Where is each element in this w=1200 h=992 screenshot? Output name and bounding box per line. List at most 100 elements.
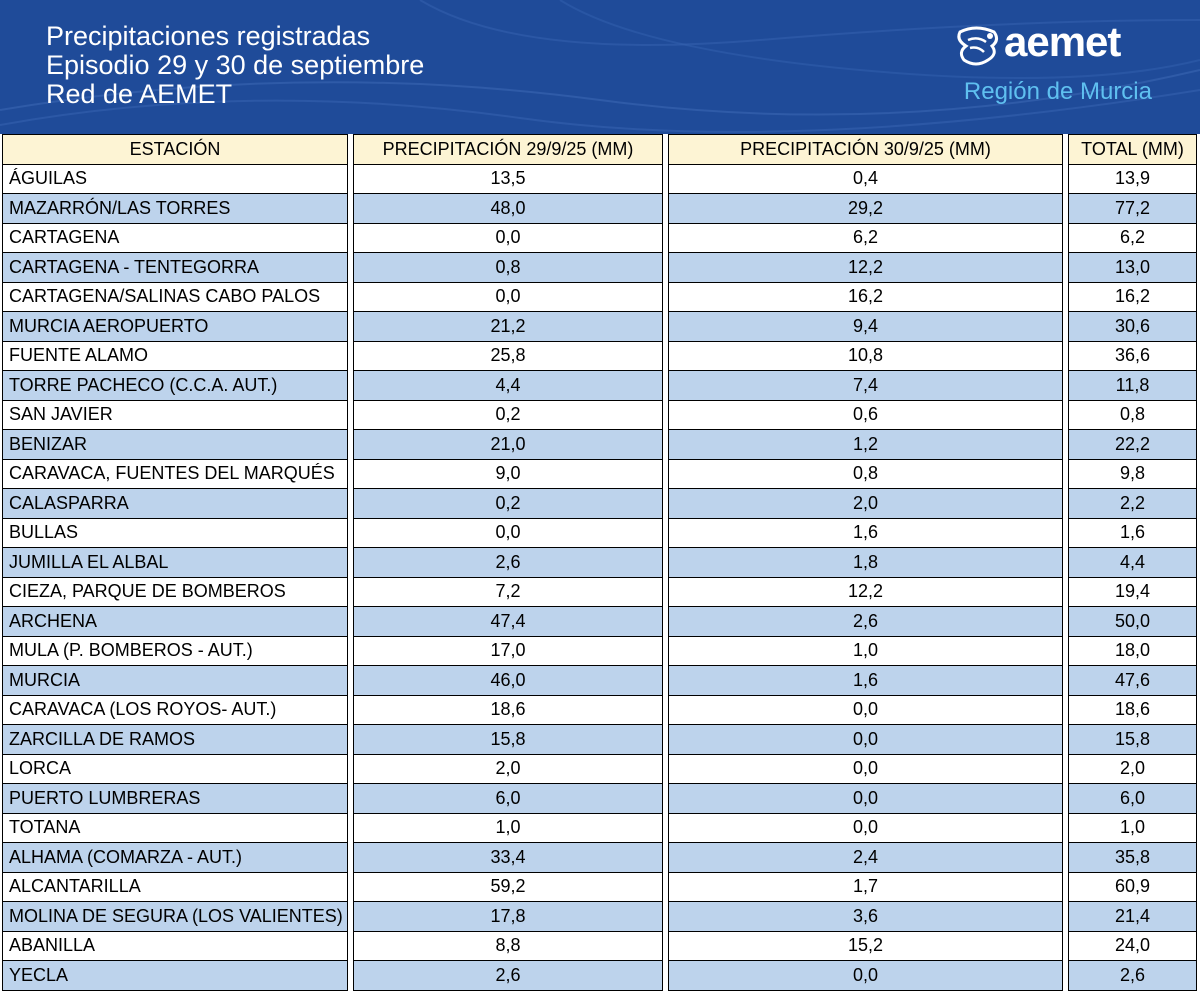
station-cell: MOLINA DE SEGURA (LOS VALIENTES)	[2, 901, 348, 932]
table-row: ARCHENA 47,4 2,6 50,0	[2, 606, 1197, 637]
precip-29-cell: 33,4	[353, 842, 663, 873]
table-row: MAZARRÓN/LAS TORRES 48,0 29,2 77,2	[2, 193, 1197, 224]
precip-30-cell: 7,4	[668, 370, 1063, 401]
precip-29-cell: 0,0	[353, 281, 663, 312]
station-cell: JUMILLA EL ALBAL	[2, 547, 348, 578]
header-banner: Precipitaciones registradas Episodio 29 …	[0, 0, 1200, 134]
column-header-precip-29: PRECIPITACIÓN 29/9/25 (MM)	[353, 134, 663, 165]
precip-29-cell: 25,8	[353, 340, 663, 371]
table-row: ALCANTARILLA 59,2 1,7 60,9	[2, 871, 1197, 902]
station-cell: SAN JAVIER	[2, 399, 348, 430]
station-cell: MURCIA	[2, 665, 348, 696]
column-header-station: ESTACIÓN	[2, 134, 348, 165]
total-cell: 6,2	[1068, 222, 1197, 253]
precip-29-cell: 8,8	[353, 930, 663, 961]
total-cell: 30,6	[1068, 311, 1197, 342]
precip-29-cell: 21,2	[353, 311, 663, 342]
precip-29-cell: 17,0	[353, 635, 663, 666]
precip-30-cell: 0,0	[668, 724, 1063, 755]
precip-29-cell: 0,2	[353, 488, 663, 519]
total-cell: 11,8	[1068, 370, 1197, 401]
precip-30-cell: 10,8	[668, 340, 1063, 371]
station-cell: MURCIA AEROPUERTO	[2, 311, 348, 342]
total-cell: 15,8	[1068, 724, 1197, 755]
total-cell: 1,6	[1068, 517, 1197, 548]
station-cell: MULA (P. BOMBEROS - AUT.)	[2, 635, 348, 666]
aemet-logo-text: aemet	[1004, 18, 1121, 65]
precip-30-cell: 12,2	[668, 576, 1063, 607]
column-header-precip-30: PRECIPITACIÓN 30/9/25 (MM)	[668, 134, 1063, 165]
station-cell: MAZARRÓN/LAS TORRES	[2, 193, 348, 224]
table-row: PUERTO LUMBRERAS 6,0 0,0 6,0	[2, 783, 1197, 814]
table-row: CARAVACA, FUENTES DEL MARQUÉS 9,0 0,8 9,8	[2, 458, 1197, 489]
precip-29-cell: 9,0	[353, 458, 663, 489]
precip-29-cell: 1,0	[353, 812, 663, 843]
total-cell: 6,0	[1068, 783, 1197, 814]
table-row: SAN JAVIER 0,2 0,6 0,8	[2, 399, 1197, 430]
table-row: FUENTE ALAMO 25,8 10,8 36,6	[2, 340, 1197, 371]
total-cell: 16,2	[1068, 281, 1197, 312]
decorative-waves	[0, 0, 1200, 133]
precip-29-cell: 6,0	[353, 783, 663, 814]
total-cell: 50,0	[1068, 606, 1197, 637]
total-cell: 19,4	[1068, 576, 1197, 607]
precip-29-cell: 59,2	[353, 871, 663, 902]
precip-30-cell: 0,8	[668, 458, 1063, 489]
precip-30-cell: 9,4	[668, 311, 1063, 342]
table-row: ÁGUILAS 13,5 0,4 13,9	[2, 163, 1197, 194]
total-cell: 0,8	[1068, 399, 1197, 430]
column-header-total: TOTAL (MM)	[1068, 134, 1197, 165]
total-cell: 21,4	[1068, 901, 1197, 932]
region-label: Región de Murcia	[963, 78, 1152, 105]
title-block: Precipitaciones registradas Episodio 29 …	[46, 22, 424, 109]
precip-29-cell: 4,4	[353, 370, 663, 401]
precip-29-cell: 17,8	[353, 901, 663, 932]
station-cell: ALHAMA (COMARZA - AUT.)	[2, 842, 348, 873]
precip-29-cell: 47,4	[353, 606, 663, 637]
precip-29-cell: 15,8	[353, 724, 663, 755]
station-cell: FUENTE ALAMO	[2, 340, 348, 371]
precip-30-cell: 0,6	[668, 399, 1063, 430]
total-cell: 2,6	[1068, 960, 1197, 991]
title-line-2: Episodio 29 y 30 de septiembre	[46, 50, 425, 80]
precip-30-cell: 0,0	[668, 753, 1063, 784]
station-cell: BULLAS	[2, 517, 348, 548]
table-header-row: ESTACIÓN PRECIPITACIÓN 29/9/25 (MM) PREC…	[2, 134, 1197, 165]
total-cell: 35,8	[1068, 842, 1197, 873]
precip-30-cell: 1,8	[668, 547, 1063, 578]
precip-30-cell: 0,0	[668, 694, 1063, 725]
precip-30-cell: 0,0	[668, 960, 1063, 991]
station-cell: CALASPARRA	[2, 488, 348, 519]
station-cell: CIEZA, PARQUE DE BOMBEROS	[2, 576, 348, 607]
total-cell: 2,2	[1068, 488, 1197, 519]
precipitation-table: ESTACIÓN PRECIPITACIÓN 29/9/25 (MM) PREC…	[2, 134, 1197, 991]
table-row: ABANILLA 8,8 15,2 24,0	[2, 930, 1197, 961]
precip-29-cell: 2,0	[353, 753, 663, 784]
table-row: ALHAMA (COMARZA - AUT.) 33,4 2,4 35,8	[2, 842, 1197, 873]
precip-30-cell: 2,6	[668, 606, 1063, 637]
table-row: TORRE PACHECO (C.C.A. AUT.) 4,4 7,4 11,8	[2, 370, 1197, 401]
total-cell: 13,0	[1068, 252, 1197, 283]
precip-29-cell: 2,6	[353, 547, 663, 578]
total-cell: 18,0	[1068, 635, 1197, 666]
total-cell: 36,6	[1068, 340, 1197, 371]
aemet-logo-icon	[957, 26, 999, 66]
station-cell: CARTAGENA	[2, 222, 348, 253]
table-row: CARAVACA (LOS ROYOS- AUT.) 18,6 0,0 18,6	[2, 694, 1197, 725]
table-row: MULA (P. BOMBEROS - AUT.) 17,0 1,0 18,0	[2, 635, 1197, 666]
precip-30-cell: 6,2	[668, 222, 1063, 253]
total-cell: 22,2	[1068, 429, 1197, 460]
station-cell: PUERTO LUMBRERAS	[2, 783, 348, 814]
title-line-3: Red de AEMET	[46, 79, 233, 109]
total-cell: 77,2	[1068, 193, 1197, 224]
table-row: ZARCILLA DE RAMOS 15,8 0,0 15,8	[2, 724, 1197, 755]
table-row: CIEZA, PARQUE DE BOMBEROS 7,2 12,2 19,4	[2, 576, 1197, 607]
table-row: CARTAGENA/SALINAS CABO PALOS 0,0 16,2 16,2	[2, 281, 1197, 312]
total-cell: 60,9	[1068, 871, 1197, 902]
precip-30-cell: 15,2	[668, 930, 1063, 961]
total-cell: 13,9	[1068, 163, 1197, 194]
table-row: MOLINA DE SEGURA (LOS VALIENTES) 17,8 3,6 2…	[2, 901, 1197, 932]
precip-30-cell: 0,4	[668, 163, 1063, 194]
precip-29-cell: 18,6	[353, 694, 663, 725]
